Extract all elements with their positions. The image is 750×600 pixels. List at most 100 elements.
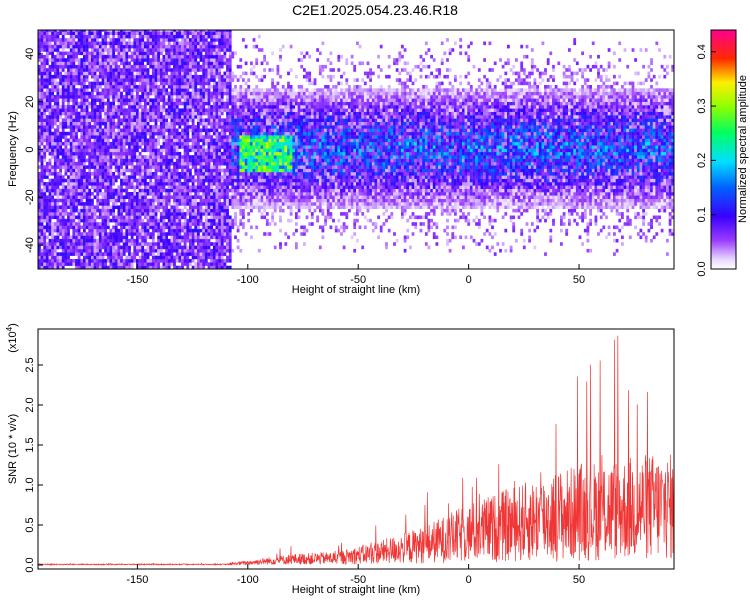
spectrogram-cell [186, 198, 190, 203]
spectrogram-cell [72, 195, 76, 199]
spectrogram-cell [106, 259, 110, 263]
spectrogram-cell [212, 131, 216, 136]
spectrogram-cell [112, 255, 115, 260]
spectrogram-cell [186, 54, 190, 59]
spectrogram-cell [101, 44, 105, 49]
spectrogram-cell [96, 245, 100, 250]
spectrogram-cell [69, 205, 73, 209]
spectrogram-cell [146, 215, 150, 220]
spectrogram-cell [88, 95, 92, 99]
spectrogram-cell [207, 128, 211, 133]
spectrogram-cell [93, 145, 97, 149]
spectrogram-cell [98, 141, 102, 146]
spectrogram-cell [234, 222, 237, 226]
spectrogram-cell [183, 135, 187, 139]
spectrogram-cell [117, 235, 121, 240]
spectrogram-cell [170, 232, 174, 236]
spectrogram-cell [72, 81, 76, 86]
spectrogram-cell [210, 198, 213, 203]
spectrogram-cell [77, 30, 81, 32]
spectrogram-cell [218, 101, 221, 106]
spectrogram-cell [38, 208, 41, 213]
spectrogram-cell [130, 202, 134, 206]
spectrogram-cell [226, 91, 229, 96]
spectrogram-cell [175, 208, 179, 213]
spectrogram-cell [141, 155, 145, 159]
spectrogram-cell [239, 161, 243, 166]
spectrogram-cell [69, 41, 73, 46]
spectrogram-cell [197, 30, 200, 32]
spectrogram-cell [144, 91, 147, 96]
spectrogram-cell [43, 128, 47, 133]
spectrogram-cell [48, 135, 52, 139]
spectrogram-cell [154, 31, 158, 35]
spectrogram-cell [183, 44, 187, 49]
spectrogram-cell [80, 61, 84, 66]
spectrogram-cell [231, 51, 235, 56]
spectrogram-cell [231, 128, 235, 133]
spectrogram-cell [189, 215, 192, 220]
spectrogram-cell [146, 108, 150, 112]
spectrogram-cell [85, 148, 89, 153]
spectrogram-cell [91, 178, 94, 183]
spectrogram-cell [204, 135, 208, 139]
spectrogram-cell [109, 265, 113, 269]
spectrogram-cell [218, 172, 221, 176]
spectrogram-cell [112, 208, 115, 213]
spectrogram-cell [53, 228, 57, 233]
spectrogram-cell [178, 238, 182, 243]
spectrogram-cell [51, 51, 54, 56]
spectrogram-cell [181, 175, 184, 179]
spectrogram-cell [167, 232, 171, 236]
spectrogram-cell [204, 91, 208, 96]
spectrogram-cell [210, 178, 213, 183]
spectrogram-cell [109, 218, 113, 223]
spectrogram-cell [223, 232, 227, 236]
spectrogram-cell [83, 51, 86, 56]
spectrogram-cell [104, 151, 107, 156]
spectrogram-cell [162, 208, 166, 213]
spectrogram-cell [167, 195, 171, 199]
spectrogram-cell [64, 202, 68, 206]
spectrogram-cell [88, 71, 92, 76]
spectrogram-cell [56, 161, 60, 166]
spectrogram-cell [167, 48, 171, 52]
spectrogram-cell [75, 248, 78, 253]
spectrogram-cell [125, 228, 129, 233]
spectrogram-cell [88, 255, 92, 260]
spectrogram-cell [91, 101, 94, 106]
spectrogram-cell [133, 202, 137, 206]
spectrogram-cell [77, 218, 81, 223]
spectrogram-cell [165, 192, 168, 196]
spectrogram-cell [40, 182, 44, 186]
spectrogram-cell [202, 208, 206, 213]
spectrogram-cell [175, 145, 179, 149]
spectrogram-cell [197, 205, 200, 209]
spectrogram-cell [93, 115, 97, 119]
spectrogram-cell [53, 68, 57, 72]
spectrogram-cell [98, 151, 102, 156]
spectrogram-cell [220, 208, 224, 213]
spectrogram-cell [51, 61, 54, 66]
spectrogram-cell [96, 31, 100, 35]
spectrogram-cell [91, 38, 94, 42]
spectrogram-cell [128, 161, 131, 166]
spectrogram-cell [181, 225, 184, 230]
spectrogram-cell [218, 198, 221, 203]
spectrogram-cell [38, 182, 41, 186]
spectrogram-cell [98, 31, 102, 35]
spectrogram-cell [117, 245, 121, 250]
spectrogram-cell [149, 212, 153, 216]
spectrogram-cell [181, 212, 184, 216]
spectrogram-cell [101, 91, 105, 96]
spectrogram-cell [120, 145, 123, 149]
spectrogram-cell [218, 115, 221, 119]
spectrogram-cell [183, 128, 187, 133]
spectrogram-cell [43, 64, 47, 69]
spectrogram-cell [80, 118, 84, 122]
spectrogram-cell [157, 188, 160, 193]
spectrogram-cell [59, 182, 62, 186]
spectrogram-cell [162, 182, 166, 186]
spectrogram-cell [104, 195, 107, 199]
spectrogram-cell [159, 85, 163, 89]
